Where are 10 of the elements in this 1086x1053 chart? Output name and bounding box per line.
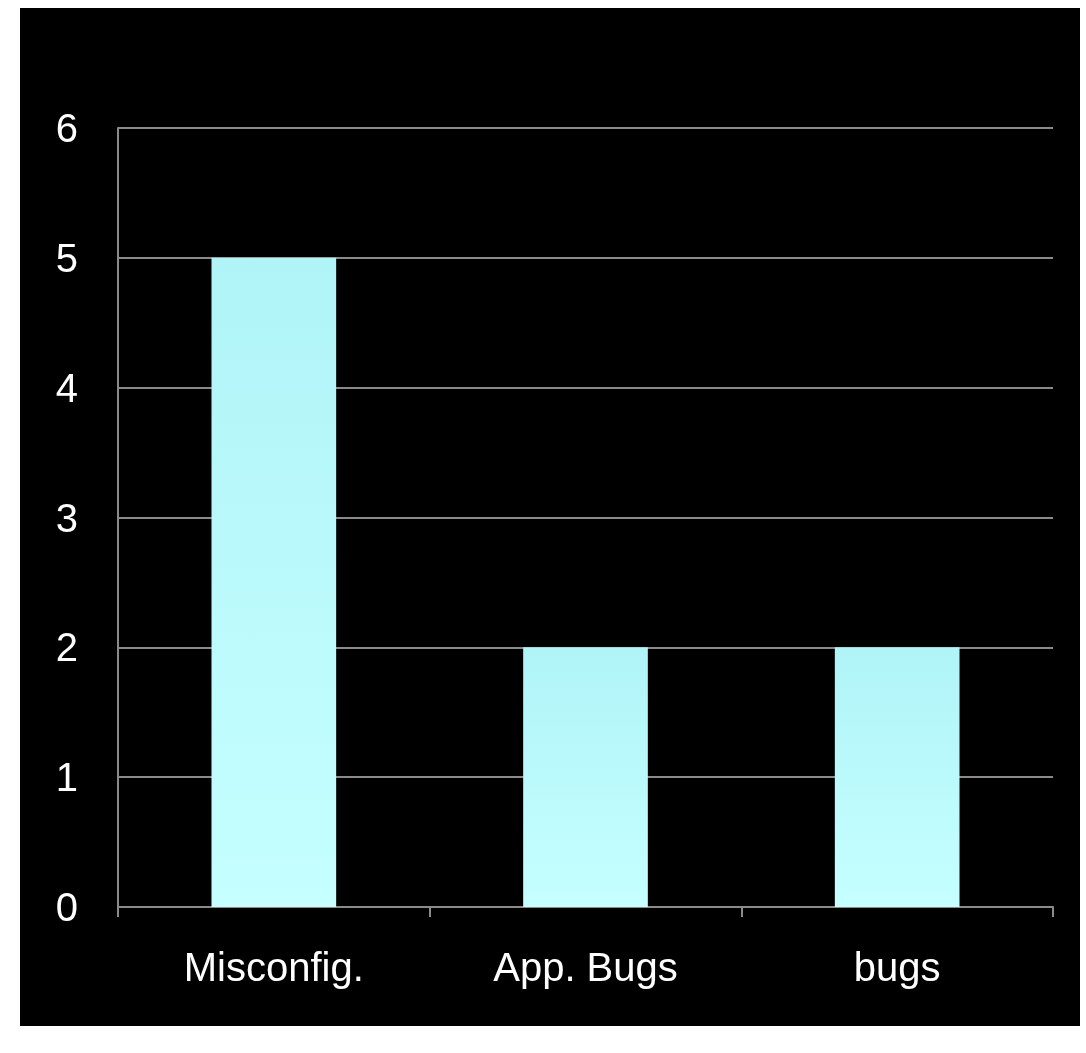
x-tick-label: bugs bbox=[853, 945, 941, 989]
y-tick-label: 4 bbox=[55, 365, 78, 410]
y-tick-label: 2 bbox=[55, 625, 78, 670]
y-tick-label: 5 bbox=[55, 235, 78, 280]
y-tick-label: 1 bbox=[55, 755, 78, 800]
y-tick-label: 0 bbox=[55, 885, 78, 929]
x-tick-label: Misconfig. bbox=[183, 945, 364, 989]
x-tick-label: App. Bugs bbox=[493, 945, 678, 989]
y-tick-label: 6 bbox=[55, 106, 78, 150]
y-tick-label: 3 bbox=[55, 495, 78, 540]
